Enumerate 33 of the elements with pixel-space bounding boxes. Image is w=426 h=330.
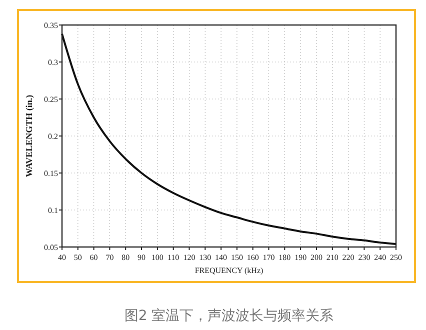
x-tick-label: 40	[58, 253, 66, 262]
x-tick-label: 70	[106, 253, 114, 262]
x-tick-label: 100	[151, 253, 164, 262]
x-tick-label: 160	[246, 253, 259, 262]
x-tick-label: 220	[342, 253, 354, 262]
x-tick-label: 190	[294, 253, 307, 262]
y-tick-label: 0.35	[44, 21, 58, 30]
x-tick-label: 60	[90, 253, 98, 262]
x-tick-label: 230	[358, 253, 370, 262]
x-tick-label: 240	[374, 253, 386, 262]
x-tick-label: 90	[138, 253, 146, 262]
y-tick-label: 0.3	[48, 58, 58, 67]
y-axis-title: WAVELENGTH (in.)	[24, 94, 34, 178]
x-axis-title: FREQUENCY (kHz)	[194, 266, 264, 275]
caption: 图2 室温下，声波波长与频率关系	[124, 308, 334, 324]
x-tick-label: 180	[278, 253, 291, 262]
x-tick-label: 150	[230, 253, 243, 262]
y-tick-label: 0.05	[44, 243, 58, 252]
x-tick-label: 210	[326, 253, 338, 262]
x-tick-label: 250	[390, 253, 402, 262]
y-tick-label: 0.1	[48, 206, 58, 215]
y-tick-label: 0.15	[44, 169, 58, 178]
y-tick-label: 0.2	[48, 132, 58, 141]
x-tick-label: 170	[262, 253, 275, 262]
x-tick-label: 110	[167, 253, 180, 262]
line-series	[61, 32, 397, 246]
x-tick-label: 140	[215, 253, 228, 262]
x-tick-label: 200	[310, 253, 322, 262]
x-tick-label: 80	[122, 253, 130, 262]
x-tick-label: 50	[74, 253, 82, 262]
x-tick-label: 130	[199, 253, 212, 262]
y-tick-label: 0.25	[44, 95, 58, 104]
x-tick-label: 120	[183, 253, 196, 262]
